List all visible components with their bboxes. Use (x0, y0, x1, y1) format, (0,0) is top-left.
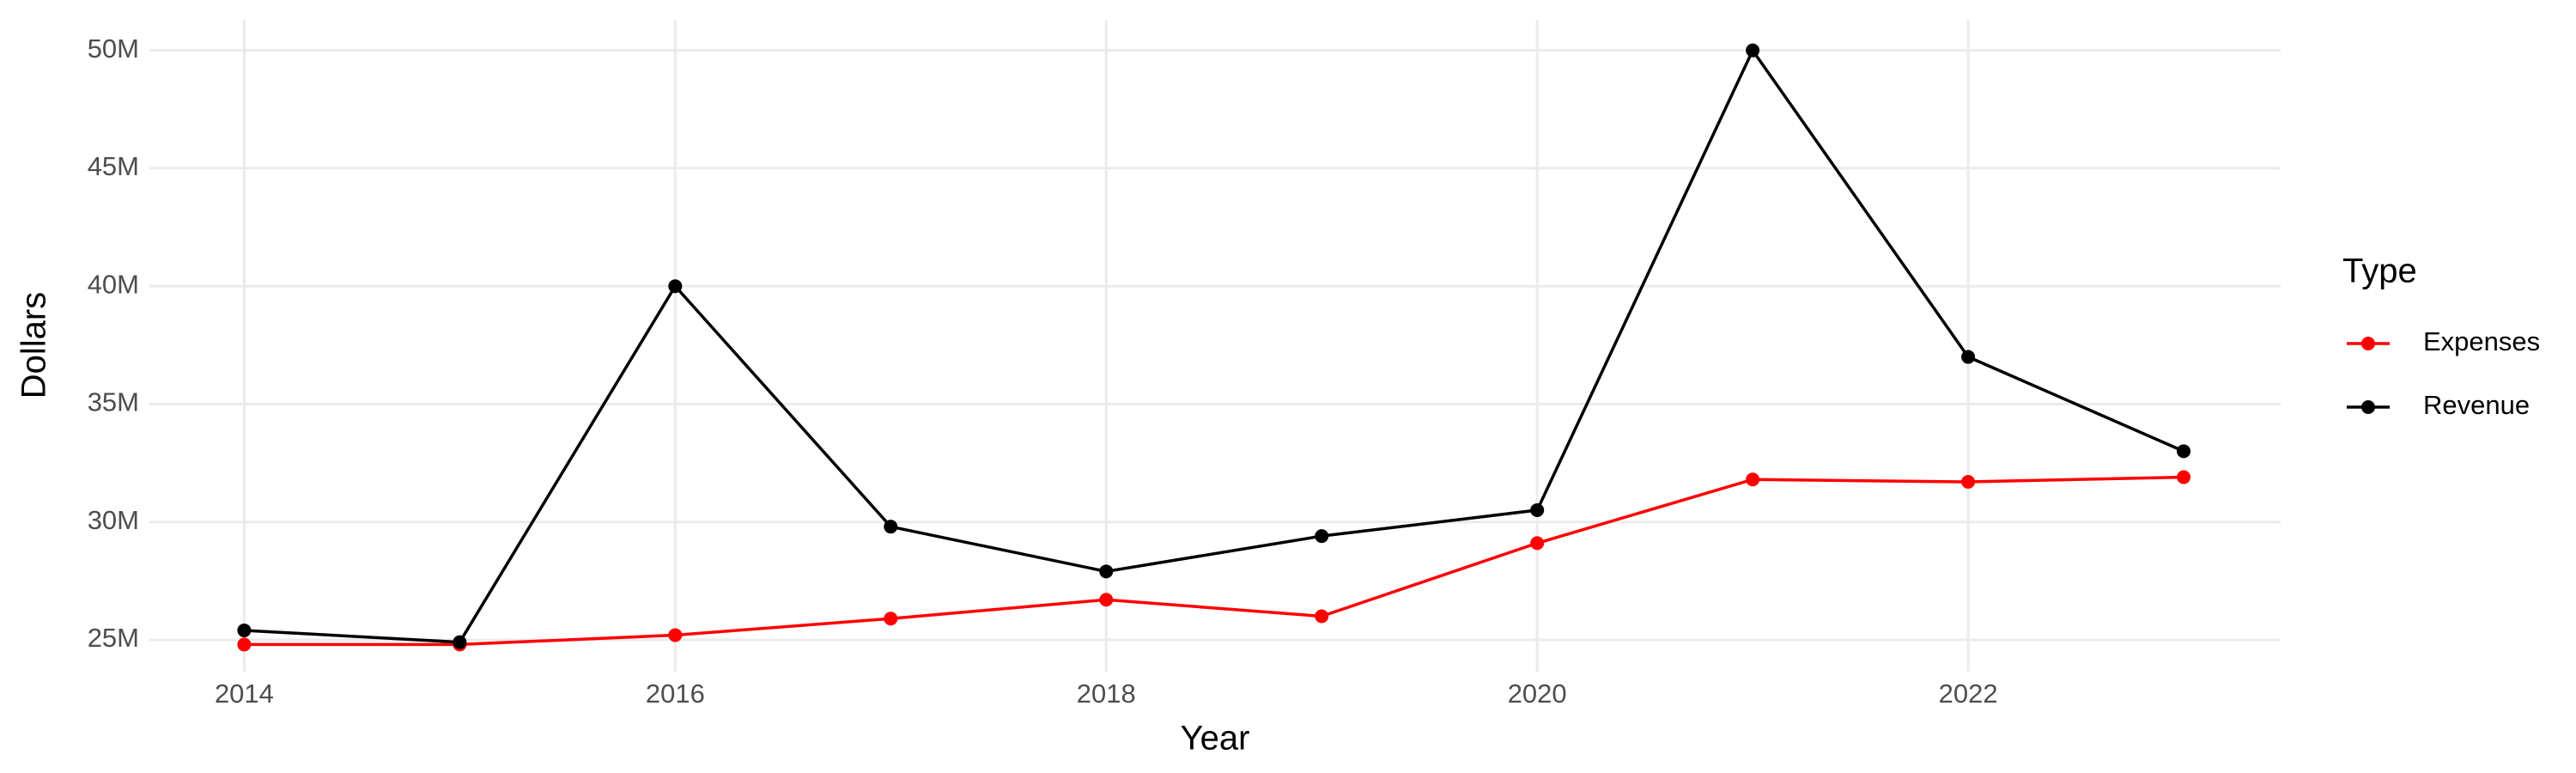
data-point (1961, 350, 1976, 364)
data-point (1315, 609, 1329, 624)
data-point (1315, 529, 1329, 544)
data-point (237, 623, 252, 637)
legend-label: Revenue (2423, 390, 2530, 420)
data-point (1530, 502, 1545, 517)
data-point (237, 637, 252, 652)
x-tick-label: 2022 (1939, 679, 1998, 709)
data-point (1961, 475, 1976, 490)
legend-label: Expenses (2423, 326, 2540, 356)
y-tick-label: 25M (88, 623, 139, 653)
data-point (668, 628, 683, 642)
y-tick-label: 30M (88, 505, 139, 535)
y-axis-title: Dollars (15, 292, 53, 399)
x-tick-label: 2020 (1508, 679, 1567, 709)
data-point (2177, 470, 2191, 484)
data-point (884, 612, 898, 626)
x-tick-label: 2016 (646, 679, 705, 709)
data-point (1099, 564, 1114, 579)
legend-key (2361, 400, 2375, 414)
x-axis-title: Year (1181, 720, 1250, 758)
legend-title: Type (2342, 253, 2417, 290)
data-point (1746, 43, 1760, 58)
data-point (1746, 472, 1760, 487)
legend-key (2361, 337, 2375, 350)
x-tick-label: 2014 (215, 679, 274, 709)
data-point (2177, 444, 2191, 459)
data-point (884, 520, 898, 534)
series-line (244, 47, 2184, 644)
data-point (453, 635, 467, 649)
y-tick-label: 45M (88, 151, 139, 181)
x-tick-label: 2018 (1077, 679, 1136, 709)
y-tick-label: 40M (88, 269, 139, 299)
data-point (1530, 536, 1545, 551)
y-tick-label: 50M (88, 33, 139, 64)
y-tick-label: 35M (88, 387, 139, 417)
data-point (668, 279, 683, 294)
data-point (1099, 593, 1114, 607)
series-line (244, 475, 2184, 647)
